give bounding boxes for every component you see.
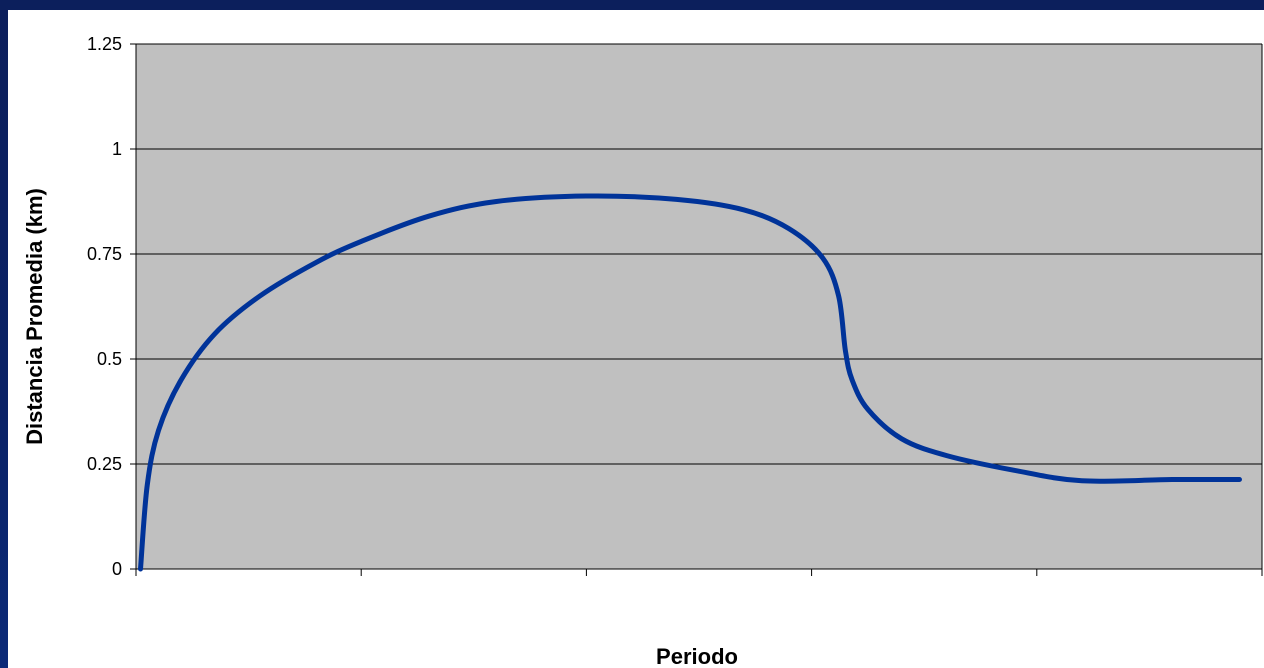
axes [135, 44, 1263, 570]
x-ticks [135, 569, 1263, 576]
y-tick-label: 0.25 [87, 454, 122, 474]
series-line [138, 193, 1242, 572]
x-axis-title: Periodo [656, 644, 738, 668]
y-tick-label: 0.75 [87, 244, 122, 264]
y-tick-label: 0 [112, 559, 122, 579]
y-tick-label: 0.5 [97, 349, 122, 369]
y-tick-label: 1 [112, 139, 122, 159]
y-tick-label: 1.25 [87, 34, 122, 54]
y-tick-labels: 0 0.25 0.5 0.75 1 1.25 [87, 34, 136, 579]
gridlines [136, 43, 1262, 465]
y-axis-title: Distancia Promedia (km) [22, 188, 47, 445]
plot-area [136, 44, 1262, 569]
